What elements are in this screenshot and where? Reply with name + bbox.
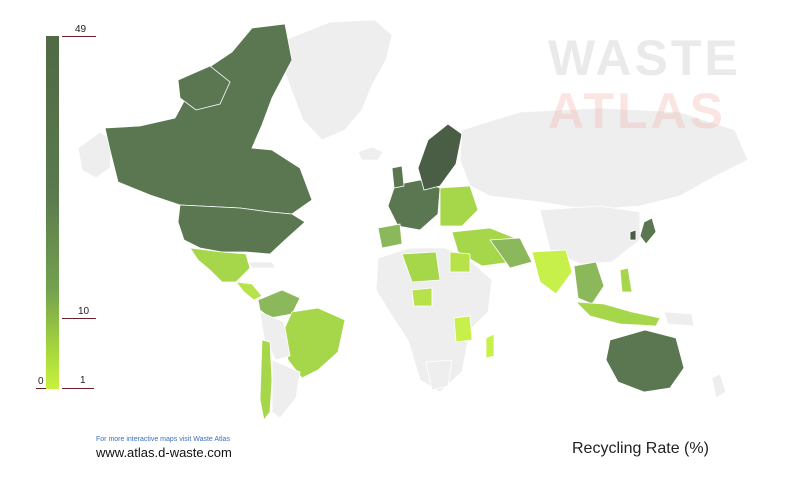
region-argentina[interactable] <box>271 359 301 419</box>
map-title: Recycling Rate (%) <box>572 440 709 457</box>
region-canada-arctic[interactable] <box>177 65 231 111</box>
region-africa[interactable] <box>375 247 493 393</box>
legend-tick-10: 10 <box>78 306 90 317</box>
footer-url-link[interactable]: www.atlas.d-waste.com <box>96 445 232 460</box>
region-australia[interactable] <box>605 329 685 393</box>
brand-logo-atlas: ATLAS <box>548 83 726 139</box>
legend-tick-line-0 <box>36 388 46 389</box>
region-indonesia[interactable] <box>574 301 661 327</box>
region-russia[interactable] <box>459 107 749 211</box>
brand-logo-waste: WASTE <box>548 30 741 86</box>
region-korea[interactable] <box>629 229 637 241</box>
legend-tick-line-10 <box>62 318 96 319</box>
legend-tick-line-49 <box>62 36 96 37</box>
region-usa[interactable] <box>177 204 306 255</box>
region-iran[interactable] <box>489 237 533 269</box>
legend-tick-0: 0 <box>38 376 44 387</box>
region-egypt[interactable] <box>449 251 471 273</box>
region-scandinavia[interactable] <box>417 123 463 191</box>
region-canada[interactable] <box>104 23 313 215</box>
region-south-africa[interactable] <box>425 359 453 391</box>
region-alaska[interactable] <box>77 131 113 179</box>
region-chile[interactable] <box>259 339 273 421</box>
legend-tick-line-1 <box>62 388 94 389</box>
region-philippines[interactable] <box>619 267 633 293</box>
region-new-zealand[interactable] <box>711 373 727 399</box>
legend-color-bar <box>46 36 59 389</box>
region-india[interactable] <box>531 249 573 295</box>
legend-tick-49: 49 <box>75 24 87 35</box>
region-madagascar[interactable] <box>485 333 495 359</box>
region-cuba[interactable] <box>247 261 277 269</box>
region-png[interactable] <box>663 311 695 327</box>
region-iceland[interactable] <box>357 146 384 161</box>
region-iberia[interactable] <box>377 223 403 249</box>
region-mexico[interactable] <box>189 247 251 283</box>
legend-tick-1: 1 <box>80 375 86 386</box>
region-central-america[interactable] <box>235 281 263 301</box>
region-east-africa[interactable] <box>453 315 473 343</box>
region-greenland[interactable] <box>281 19 393 141</box>
region-se-asia[interactable] <box>573 261 605 305</box>
region-brazil[interactable] <box>281 307 346 379</box>
region-europe-east[interactable] <box>439 185 479 227</box>
region-north-africa[interactable] <box>401 251 441 283</box>
footer-note[interactable]: For more interactive maps visit Waste At… <box>96 436 230 443</box>
region-uk[interactable] <box>391 165 405 189</box>
region-japan[interactable] <box>639 217 657 245</box>
region-nigeria[interactable] <box>411 287 433 307</box>
region-peru-bolivia[interactable] <box>259 311 291 361</box>
